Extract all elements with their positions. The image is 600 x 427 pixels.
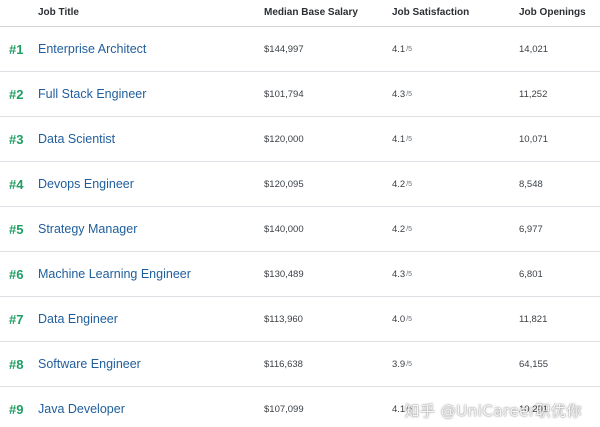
salary: $140,000 xyxy=(264,223,304,235)
satisfaction-scale: /5 xyxy=(406,45,413,53)
rank: #4 xyxy=(9,176,24,192)
salary: $130,489 xyxy=(264,268,304,280)
job-title-link[interactable]: Strategy Manager xyxy=(38,222,138,236)
satisfaction-scale: /5 xyxy=(406,180,413,188)
table-row: #8 Software Engineer $116,638 3.9/5 64,1… xyxy=(0,342,600,387)
table-row: #9 Java Developer $107,099 4.1/5 10,201 xyxy=(0,387,600,427)
job-title-link[interactable]: Enterprise Architect xyxy=(38,42,147,56)
table-row: #2 Full Stack Engineer $101,794 4.3/5 11… xyxy=(0,72,600,117)
openings: 11,821 xyxy=(519,313,548,325)
table-row: #3 Data Scientist $120,000 4.1/5 10,071 xyxy=(0,117,600,162)
satisfaction: 3.9/5 xyxy=(392,342,412,386)
satisfaction-score: 3.9 xyxy=(392,358,406,370)
openings: 14,021 xyxy=(519,43,549,55)
header-salary: Median Base Salary xyxy=(264,7,358,18)
rank: #5 xyxy=(9,221,24,237)
satisfaction-score: 4.2 xyxy=(392,178,406,190)
satisfaction: 4.2/5 xyxy=(392,162,412,206)
job-title-link[interactable]: Software Engineer xyxy=(38,357,141,371)
satisfaction: 4.1/5 xyxy=(392,27,412,71)
openings: 10,201 xyxy=(519,403,549,415)
rank: #7 xyxy=(9,311,24,327)
openings: 6,977 xyxy=(519,223,543,235)
openings: 6,801 xyxy=(519,268,543,280)
salary: $144,997 xyxy=(264,43,304,55)
satisfaction: 4.3/5 xyxy=(392,72,412,116)
satisfaction-scale: /5 xyxy=(406,360,413,368)
job-title-link[interactable]: Java Developer xyxy=(38,402,125,416)
satisfaction-scale: /5 xyxy=(406,315,413,323)
header-openings: Job Openings xyxy=(519,7,586,18)
header-satisfaction: Job Satisfaction xyxy=(392,7,470,18)
openings: 11,252 xyxy=(519,88,548,100)
salary: $107,099 xyxy=(264,403,304,415)
satisfaction-scale: /5 xyxy=(406,225,413,233)
job-title-link[interactable]: Data Scientist xyxy=(38,132,116,146)
satisfaction-scale: /5 xyxy=(406,270,413,278)
satisfaction-scale: /5 xyxy=(406,135,413,143)
satisfaction-score: 4.0 xyxy=(392,313,406,325)
table-header: Job Title Median Base Salary Job Satisfa… xyxy=(0,0,600,27)
table-row: #4 Devops Engineer $120,095 4.2/5 8,548 xyxy=(0,162,600,207)
salary: $101,794 xyxy=(264,88,304,100)
job-title-link[interactable]: Full Stack Engineer xyxy=(38,87,147,101)
rank: #8 xyxy=(9,356,24,372)
satisfaction: 4.2/5 xyxy=(392,207,412,251)
rank: #9 xyxy=(9,401,24,417)
salary: $116,638 xyxy=(264,358,303,370)
satisfaction: 4.1/5 xyxy=(392,117,412,161)
openings: 8,548 xyxy=(519,178,543,190)
satisfaction-score: 4.1 xyxy=(392,43,406,55)
header-job-title: Job Title xyxy=(38,7,79,18)
rank: #2 xyxy=(9,86,24,102)
satisfaction: 4.1/5 xyxy=(392,387,412,427)
job-title-link[interactable]: Devops Engineer xyxy=(38,177,134,191)
salary: $113,960 xyxy=(264,313,303,325)
job-title-link[interactable]: Data Engineer xyxy=(38,312,118,326)
satisfaction-score: 4.1 xyxy=(392,403,406,415)
openings: 10,071 xyxy=(519,133,549,145)
satisfaction: 4.3/5 xyxy=(392,252,412,296)
openings: 64,155 xyxy=(519,358,549,370)
rank: #1 xyxy=(9,41,24,57)
job-title-link[interactable]: Machine Learning Engineer xyxy=(38,267,191,281)
salary: $120,095 xyxy=(264,178,304,190)
satisfaction-score: 4.1 xyxy=(392,133,406,145)
table-row: #5 Strategy Manager $140,000 4.2/5 6,977 xyxy=(0,207,600,252)
satisfaction-scale: /5 xyxy=(406,405,413,413)
satisfaction-scale: /5 xyxy=(406,90,413,98)
satisfaction-score: 4.3 xyxy=(392,268,406,280)
salary: $120,000 xyxy=(264,133,304,145)
satisfaction: 4.0/5 xyxy=(392,297,412,341)
table-row: #7 Data Engineer $113,960 4.0/5 11,821 xyxy=(0,297,600,342)
table-row: #1 Enterprise Architect $144,997 4.1/5 1… xyxy=(0,27,600,72)
satisfaction-score: 4.2 xyxy=(392,223,406,235)
rank: #3 xyxy=(9,131,24,147)
table-row: #6 Machine Learning Engineer $130,489 4.… xyxy=(0,252,600,297)
satisfaction-score: 4.3 xyxy=(392,88,406,100)
rank: #6 xyxy=(9,266,24,282)
